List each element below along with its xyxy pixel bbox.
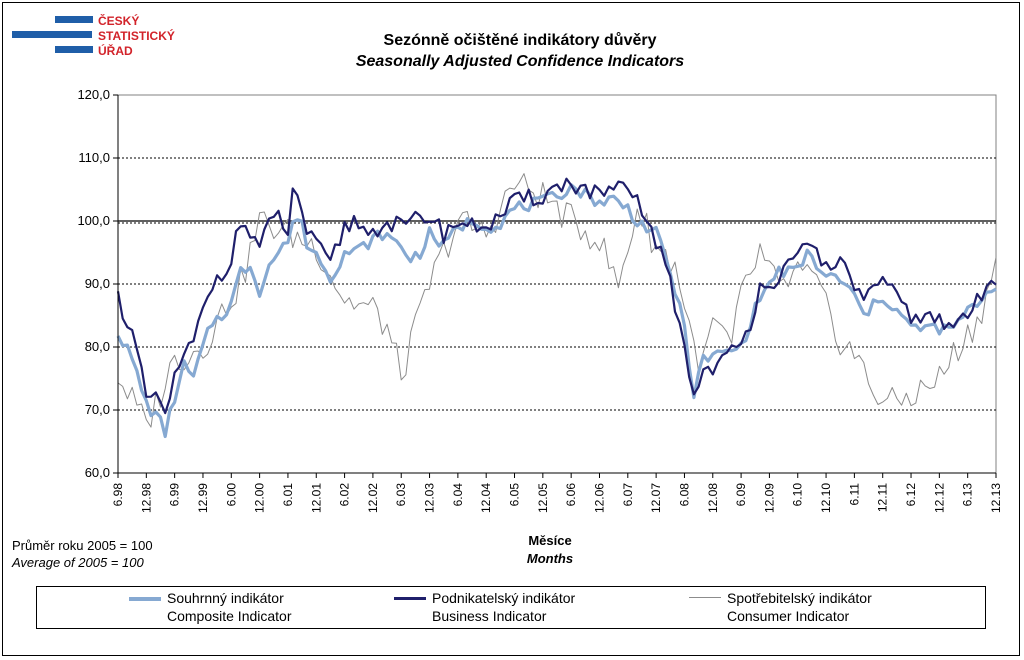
series-line-business (116, 177, 997, 415)
chart-title: Sezónně očištěné indikátory důvěry Seaso… (250, 30, 790, 72)
x-tick-label: 12.08 (706, 483, 720, 513)
x-axis-title: Měsíce Months (470, 532, 630, 568)
czso-logo: ČESKÝ STATISTICKÝ ÚŘAD (12, 13, 192, 60)
legend-text-composite: Souhrnný indikátor Composite Indicator (167, 589, 292, 625)
x-tick-label: 12.12 (932, 483, 946, 513)
x-tick-label: 12.00 (253, 483, 267, 513)
legend-label-consumer-en: Consumer Indicator (727, 608, 850, 624)
axis-layer: 60,0 70,0 80,0 90,0 100,0 110,0 120,0 6.98 12.98… (77, 87, 1003, 513)
legend-item-composite: Souhrnný indikátor Composite Indicator (129, 587, 389, 628)
plot-area-border (117, 94, 997, 474)
series-layer (116, 173, 997, 439)
y-tick-label: 70,0 (85, 402, 110, 417)
y-tick-label: 100,0 (77, 213, 110, 228)
logo-line-2: STATISTICKÝ (98, 28, 175, 43)
logo-bar-3 (55, 46, 93, 53)
legend-label-composite-cz: Souhrnný indikátor (167, 590, 284, 606)
x-tick-label: 6.07 (621, 483, 635, 507)
logo-bar-1 (55, 16, 93, 23)
x-tick-label: 6.13 (961, 483, 975, 507)
x-tick-label: 12.99 (196, 483, 210, 513)
y-tick-label: 80,0 (85, 339, 110, 354)
legend-text-business: Podnikatelský indikátor Business Indicat… (432, 589, 575, 625)
x-tick-label: 6.09 (734, 483, 748, 507)
legend-swatch-consumer (689, 597, 721, 598)
legend-item-business: Podnikatelský indikátor Business Indicat… (394, 587, 674, 628)
x-tick-label: 12.01 (309, 483, 323, 513)
legend-swatch-business (394, 597, 426, 600)
y-tick-label: 90,0 (85, 276, 110, 291)
x-tick-label: 6.99 (168, 483, 182, 507)
y-tick-label: 110,0 (78, 150, 110, 165)
x-tick-label: 6.01 (281, 483, 295, 507)
x-tick-label: 12.09 (762, 483, 776, 513)
legend-label-business-en: Business Indicator (432, 608, 547, 624)
logo-line-3: ÚŘAD (98, 43, 133, 58)
logo-line-1: ČESKÝ (98, 14, 139, 28)
legend-label-business-cz: Podnikatelský indikátor (432, 590, 576, 606)
x-tick-label: 6.08 (677, 483, 691, 507)
legend-text-consumer: Spotřebitelský indikátor Consumer Indica… (727, 589, 872, 625)
x-axis-title-en: Months (526, 551, 574, 566)
x-tick-label: 6.10 (791, 483, 805, 507)
x-tick-label: 6.06 (564, 483, 578, 507)
y-tick-label: 60,0 (85, 465, 110, 480)
x-tick-label: 12.06 (592, 483, 606, 513)
x-tick-label: 12.13 (989, 483, 1003, 513)
x-axis-title-cz: Měsíce (528, 533, 572, 548)
legend-label-consumer-cz: Spotřebitelský indikátor (727, 590, 872, 606)
x-tick-label: 6.03 (394, 483, 408, 507)
x-tick-label: 12.02 (366, 483, 380, 513)
x-tick-label: 6.02 (338, 483, 352, 507)
x-tick-label: 6.04 (451, 483, 465, 507)
series-line-consumer (117, 173, 997, 428)
grid-layer (117, 94, 997, 474)
y-tick-label: 120,0 (77, 87, 110, 102)
chart-title-en: Seasonally Adjusted Confidence Indicator… (355, 53, 685, 70)
x-tick-label: 6.11 (847, 483, 861, 506)
x-tick-label: 6.05 (508, 483, 522, 507)
x-tick-label: 12.11 (876, 483, 890, 512)
logo-bar-2 (12, 31, 92, 38)
x-tick-label: 12.07 (649, 483, 663, 513)
x-tick-label: 12.98 (139, 483, 153, 513)
series-line-composite (116, 183, 997, 439)
base-note-cz: Průměr roku 2005 = 100 (12, 538, 153, 553)
x-tick-label: 6.12 (904, 483, 918, 507)
chart-title-cz: Sezónně očištěné indikátory důvěry (383, 32, 657, 49)
legend-item-consumer: Spotřebitelský indikátor Consumer Indica… (689, 587, 969, 628)
legend: Souhrnný indikátor Composite Indicator P… (36, 586, 986, 629)
x-tick-label: 6.98 (111, 483, 125, 507)
x-tick-label: 12.05 (536, 483, 550, 513)
x-tick-label: 12.04 (479, 483, 493, 513)
base-note-en: Average of 2005 = 100 (12, 555, 144, 570)
legend-label-composite-en: Composite Indicator (167, 608, 292, 624)
legend-swatch-composite (129, 597, 161, 601)
x-tick-label: 12.03 (423, 483, 437, 513)
czso-logo-graphic: ČESKÝ STATISTICKÝ ÚŘAD (12, 13, 175, 58)
x-tick-label: 12.10 (819, 483, 833, 513)
base-note: Průměr roku 2005 = 100 Average of 2005 =… (12, 537, 153, 571)
x-tick-label: 6.00 (224, 483, 238, 507)
